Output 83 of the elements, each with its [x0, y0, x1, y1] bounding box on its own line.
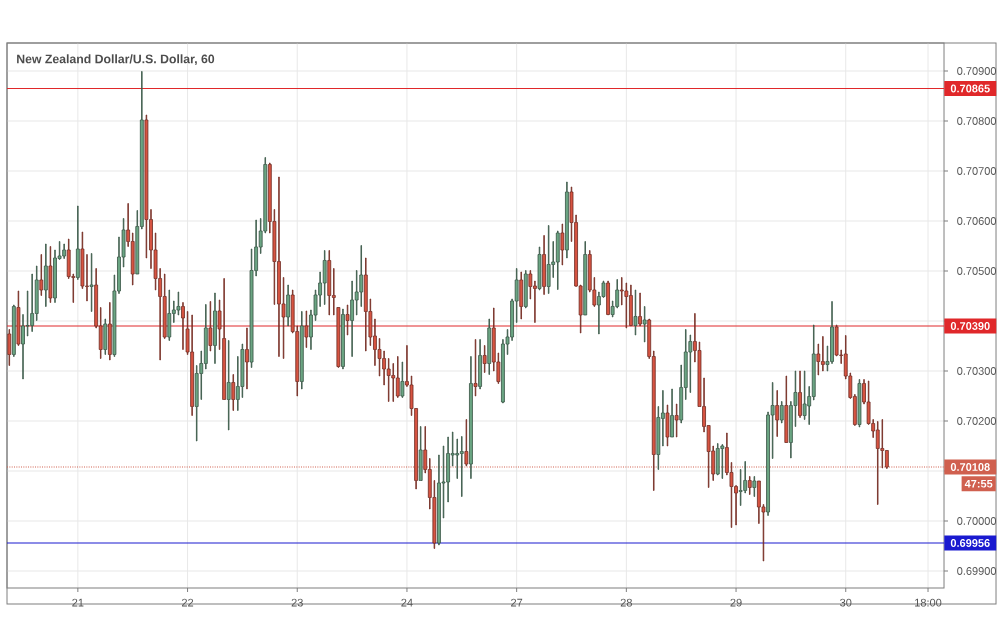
x-tick-label: 21	[72, 598, 84, 607]
candlestick	[482, 345, 487, 373]
candlestick	[546, 225, 551, 294]
candlestick	[245, 327, 249, 390]
candlestick	[11, 304, 16, 357]
candlestick	[642, 306, 647, 343]
candlestick	[345, 304, 350, 336]
candlestick	[107, 302, 112, 361]
candlestick	[747, 476, 752, 495]
y-tick-label: 0.70500	[957, 267, 997, 275]
candlestick	[226, 340, 231, 431]
candlestick	[798, 370, 802, 418]
x-tick-label: 28	[620, 598, 632, 607]
candlestick	[167, 289, 172, 341]
x-tick-label: 24	[401, 598, 413, 607]
candlestick	[633, 289, 638, 336]
candlestick	[487, 318, 492, 375]
candlestick	[48, 246, 53, 303]
candlestick	[565, 181, 569, 259]
ref-line-label: 0.70108	[950, 463, 990, 471]
candlestick	[43, 243, 48, 307]
candlestick	[875, 421, 880, 505]
candlestick	[715, 443, 720, 476]
candlestick	[519, 271, 524, 320]
candlestick	[400, 361, 405, 398]
y-tick-label: 0.70700	[957, 167, 997, 175]
x-tick-label: 27	[511, 598, 523, 607]
y-tick-label: 0.69900	[957, 567, 997, 575]
y-tick-label: 0.70900	[957, 67, 997, 75]
candlestick	[775, 390, 780, 437]
text: 47:55	[964, 479, 993, 488]
candlestick	[459, 436, 464, 497]
ref-line-label: 0.69956	[950, 539, 990, 547]
candlestick	[7, 329, 12, 366]
candlestick	[322, 250, 327, 305]
candlestick	[418, 426, 423, 481]
candlestick	[720, 444, 725, 479]
candlestick	[327, 250, 332, 316]
candlestick	[39, 254, 44, 296]
candlestick	[665, 404, 670, 447]
y-tick-label: 0.70000	[957, 517, 997, 525]
candlestick	[213, 292, 217, 364]
ref-line-label: 0.70390	[950, 322, 990, 330]
candlestick	[523, 270, 528, 309]
candlestick	[299, 311, 304, 390]
candlestick	[395, 356, 400, 398]
x-tick-label: 23	[291, 598, 303, 607]
x-tick-label: 18:00	[915, 598, 942, 607]
x-tick-label: 29	[730, 598, 742, 607]
candlestick	[103, 318, 108, 355]
candlestick	[89, 253, 94, 312]
candlestick	[464, 419, 469, 467]
candlestick	[537, 246, 542, 291]
ref-line-label: 0.70865	[950, 84, 990, 93]
candlestick	[752, 476, 757, 497]
candlestick	[231, 374, 236, 411]
candlestick	[670, 388, 674, 438]
candlestick	[638, 292, 642, 327]
candlestick	[286, 284, 291, 327]
candlestick	[560, 223, 565, 266]
y-tick-label: 0.70600	[957, 217, 997, 225]
candlestick	[606, 280, 610, 316]
y-tick-label: 0.70300	[957, 367, 997, 375]
y-tick-label: 0.70200	[957, 417, 997, 425]
candlestick	[555, 230, 560, 290]
candlestick	[542, 235, 546, 295]
x-tick-label: 30	[840, 598, 852, 607]
candlestick	[779, 401, 784, 424]
candlestick	[341, 308, 345, 370]
candlestick	[478, 339, 482, 390]
candlestick	[75, 205, 80, 280]
candlestick	[857, 379, 862, 428]
x-tick-label: 22	[181, 598, 194, 607]
candlestick	[208, 301, 213, 352]
y-tick-label: 0.70800	[957, 117, 997, 125]
text: New Zealand Dollar/U.S. Dollar, 60	[17, 54, 215, 66]
candlestick	[784, 375, 789, 443]
candlestick	[304, 310, 309, 348]
candlestick	[674, 403, 679, 438]
candlestick	[583, 241, 588, 316]
candlestick	[820, 336, 825, 372]
candlestick	[16, 290, 21, 346]
candlestick	[469, 356, 473, 479]
